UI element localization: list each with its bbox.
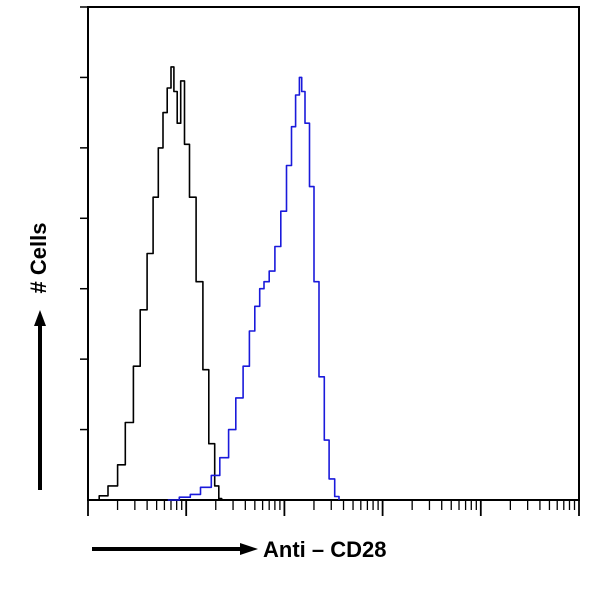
x-axis-label: Anti – CD28 [263, 537, 386, 562]
cd28-histogram-line [167, 76, 340, 501]
y-axis-ticks [80, 6, 88, 431]
control-histogram-line [88, 66, 223, 501]
x-axis-arrow-head [240, 543, 258, 555]
plot-frame [87, 6, 580, 501]
histogram-series [88, 66, 340, 501]
x-axis-ticks [87, 500, 580, 516]
y-axis-arrow-head [34, 310, 46, 326]
y-axis-label: # Cells [26, 223, 51, 294]
